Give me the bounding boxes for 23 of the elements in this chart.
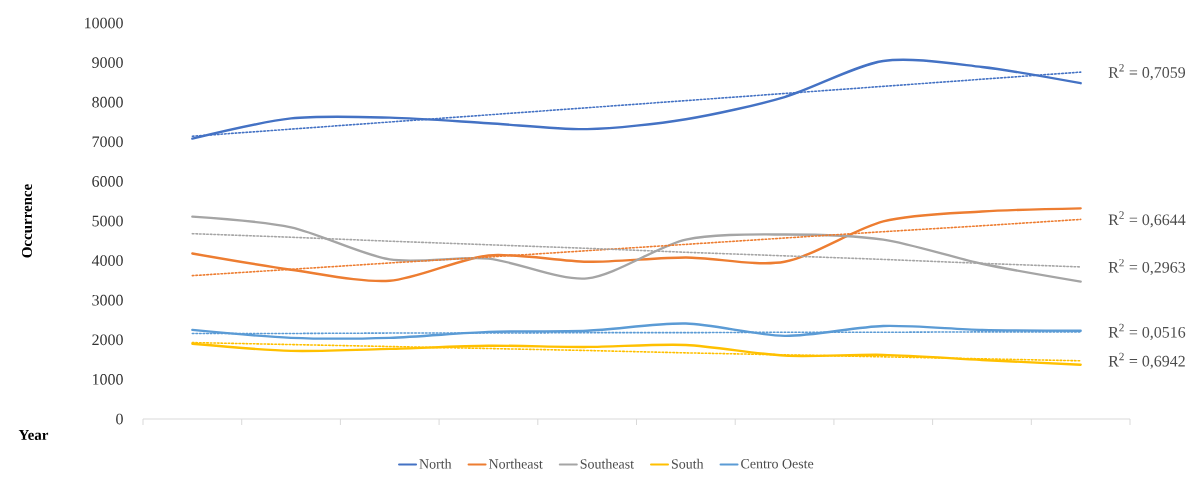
legend-label: Centro Oeste: [741, 459, 814, 469]
y-tick-label: 8000: [92, 96, 123, 108]
y-tick-label: 6000: [92, 176, 123, 187]
y-tick-label: 10000: [85, 17, 123, 29]
y-axis-title: Occurrence: [21, 184, 33, 258]
y-tick-label: 7000: [92, 136, 123, 148]
legend-label: Southeast: [580, 458, 634, 469]
legend-label: North: [419, 458, 452, 469]
y-tick-label: 4000: [91, 255, 123, 266]
y-tick-label: 0: [116, 413, 123, 425]
y-tick-label: 3000: [92, 294, 123, 306]
series-label: R$^{2}$ = 0,7059: [1108, 64, 1186, 81]
y-tick-label: 1000: [93, 374, 123, 385]
series-label: R$^{2}$ = 0,6644: [1108, 211, 1186, 228]
series-label: R$^{2}$ = 0,2963: [1108, 258, 1186, 275]
legend-label: Northeast: [488, 458, 543, 469]
x-axis-title: Year: [18, 430, 49, 440]
y-tick-label: 2000: [92, 334, 123, 346]
y-tick-label: 5000: [92, 215, 123, 227]
legend-label: South: [671, 458, 704, 469]
y-tick-label: 9000: [92, 57, 123, 68]
series-label: R$^{2}$ = 0,0516: [1108, 323, 1186, 340]
series-label: R$^{2}$ = 0,6942: [1108, 352, 1185, 369]
